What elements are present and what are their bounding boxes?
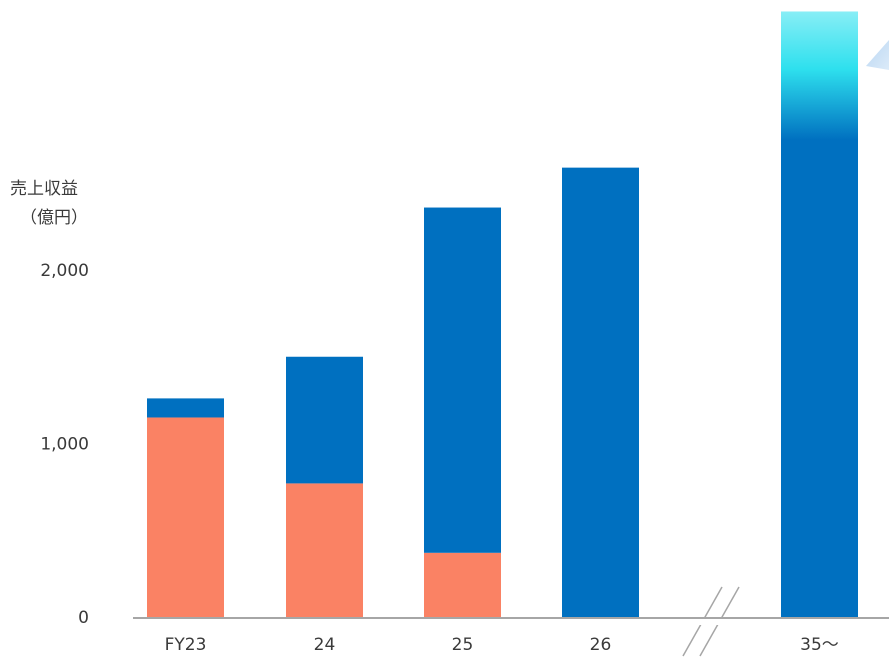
- bars: [147, 11, 858, 618]
- y-tick-label: 0: [78, 608, 89, 628]
- x-tick-label: 26: [590, 635, 612, 655]
- y-axis-label-line1: 売上収益: [10, 179, 78, 199]
- bar-blue-segment: [286, 356, 363, 484]
- bar-orange-segment: [147, 417, 224, 617]
- x-tick-label: 35〜: [800, 635, 839, 655]
- y-axis-label-line2: （億円）: [20, 208, 88, 228]
- y-tick-label: 1,000: [40, 435, 89, 455]
- growth-arrow-tip: [866, 40, 889, 70]
- x-tick-labels: FY23 24 25 26 35〜: [165, 635, 839, 655]
- bar-blue-segment: [147, 398, 224, 418]
- x-tick-label: 25: [452, 635, 474, 655]
- bar-orange-segment: [286, 483, 363, 617]
- bar-blue-segment: [424, 207, 501, 553]
- bar-blue-segment: [562, 167, 639, 617]
- axis-break-mark: [682, 586, 740, 657]
- bar-blue-segment: [781, 11, 858, 618]
- y-tick-labels: 0 1,000 2,000: [40, 261, 89, 628]
- y-tick-label: 2,000: [40, 261, 89, 281]
- bar-orange-segment: [424, 552, 501, 617]
- x-tick-label: FY23: [165, 635, 207, 655]
- x-tick-label: 24: [314, 635, 336, 655]
